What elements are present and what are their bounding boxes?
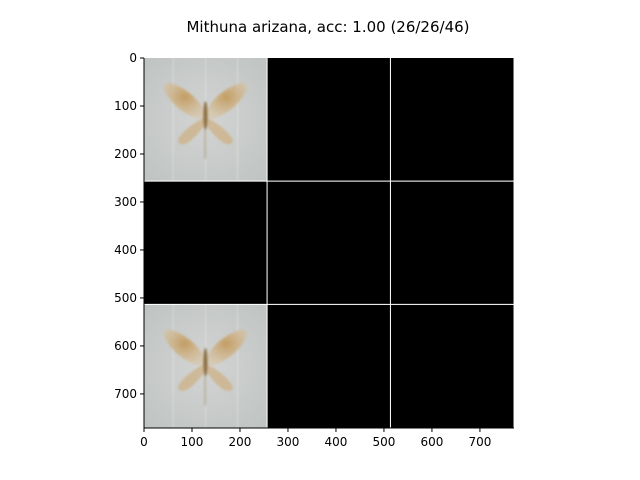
empty-cell (267, 58, 391, 181)
y-axis: 0 100 200 300 400 500 600 700 (114, 51, 145, 428)
x-tick-label: 300 (277, 435, 300, 449)
x-axis: 0 100 200 300 400 500 600 700 (140, 427, 514, 449)
y-tick-label: 0 (129, 51, 137, 65)
empty-cell (144, 181, 267, 305)
empty-cell (267, 304, 391, 428)
y-tick-label: 400 (114, 243, 137, 257)
y-tick-label: 700 (114, 387, 137, 401)
empty-cell (390, 304, 514, 428)
y-tick-label: 200 (114, 147, 137, 161)
empty-cell (267, 181, 391, 305)
x-tick-label: 600 (420, 435, 443, 449)
y-tick-label: 300 (114, 195, 137, 209)
y-tick-label: 500 (114, 291, 137, 305)
moth-image-cell (144, 58, 267, 181)
x-tick-label: 400 (325, 435, 348, 449)
x-tick-label: 700 (468, 435, 491, 449)
y-tick-label: 100 (114, 99, 137, 113)
chart-title: Mithuna arizana, acc: 1.00 (26/26/46) (186, 18, 469, 36)
x-tick-label: 0 (140, 435, 148, 449)
plot-area (144, 58, 514, 428)
y-tick-label: 600 (114, 339, 137, 353)
moth-image-cell (144, 305, 267, 428)
x-tick-label: 200 (229, 435, 252, 449)
empty-cell (390, 181, 514, 305)
x-tick-label: 100 (181, 435, 204, 449)
x-tick-label: 500 (372, 435, 395, 449)
empty-cell (390, 58, 514, 181)
